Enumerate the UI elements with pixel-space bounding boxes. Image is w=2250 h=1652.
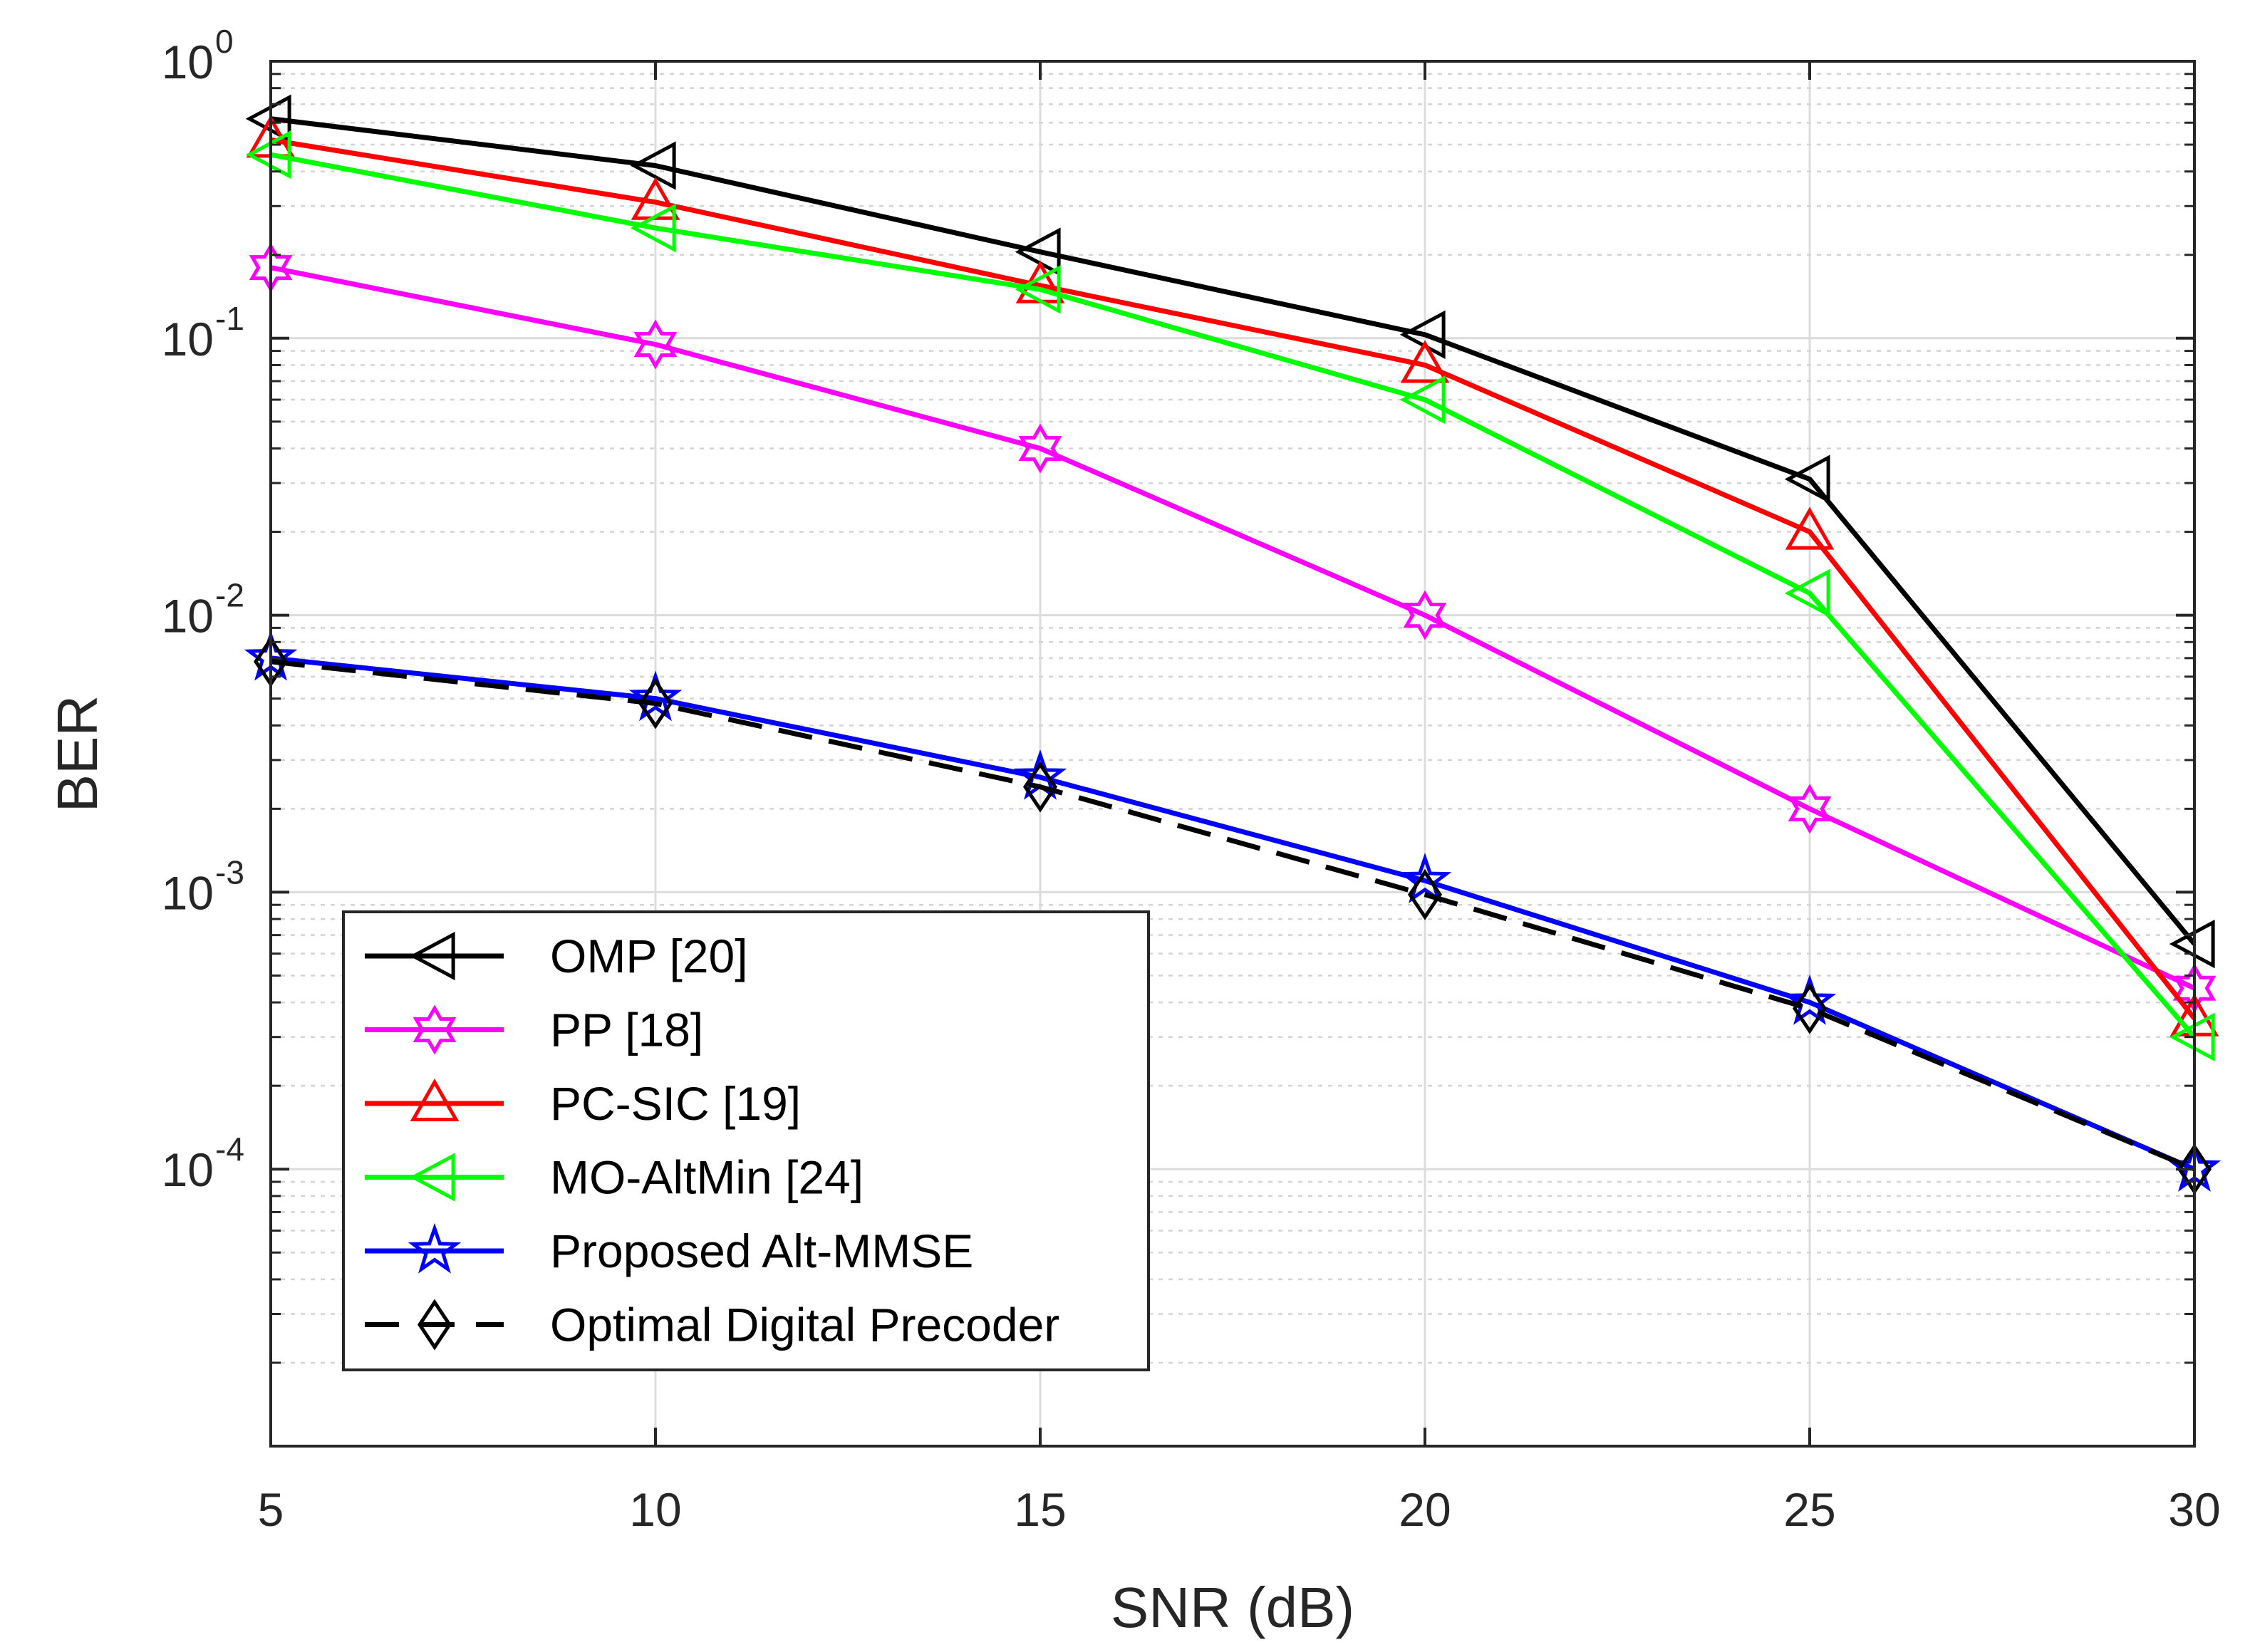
x-axis-label: SNR (dB) bbox=[1111, 1576, 1354, 1639]
plot-frame bbox=[269, 60, 2196, 1448]
data-point bbox=[1018, 423, 1062, 474]
data-point bbox=[1015, 265, 1061, 314]
y-tick-label-exponent: 0 bbox=[215, 23, 234, 60]
legend-box bbox=[342, 910, 1150, 1371]
y-tick-label: 10 0 bbox=[162, 23, 234, 88]
series-line bbox=[270, 152, 2197, 1039]
x-tick-label: 20 bbox=[1399, 1483, 1451, 1536]
y-axis-label: BER bbox=[46, 695, 109, 813]
y-tick-label-base: 10 bbox=[162, 313, 214, 365]
legend-label: PC-SIC [19] bbox=[550, 1077, 801, 1130]
legend-marker bbox=[417, 1299, 452, 1351]
data-point bbox=[633, 319, 678, 370]
legend-marker bbox=[409, 931, 455, 981]
x-tick-label: 5 bbox=[258, 1483, 284, 1536]
series-5 bbox=[253, 635, 2212, 1195]
y-tick-label-exponent: -2 bbox=[215, 577, 244, 614]
legend-label: Optimal Digital Precoder bbox=[550, 1299, 1059, 1351]
data-point bbox=[1407, 868, 1443, 920]
data-point bbox=[628, 670, 683, 722]
legend-label: MO-AltMin [24] bbox=[550, 1151, 864, 1204]
legend-marker bbox=[408, 1222, 462, 1274]
data-point bbox=[1792, 982, 1828, 1034]
x-tick-label: 25 bbox=[1783, 1483, 1835, 1536]
series-line bbox=[270, 265, 2196, 991]
x-tick-label: 10 bbox=[629, 1483, 681, 1536]
data-point bbox=[1400, 340, 1450, 383]
y-tick-label: 10 -3 bbox=[162, 853, 244, 919]
data-point bbox=[630, 141, 676, 190]
series-line bbox=[270, 655, 2196, 1172]
y-tick-label-exponent: -1 bbox=[215, 300, 244, 337]
legend-label: OMP [20] bbox=[550, 930, 748, 982]
legend-label: PP [18] bbox=[550, 1004, 703, 1056]
data-point bbox=[1015, 227, 1061, 276]
y-tick-label-base: 10 bbox=[162, 866, 214, 919]
legend-entry: Optimal Digital Precoder bbox=[365, 1299, 1059, 1351]
data-point bbox=[1398, 853, 1452, 903]
y-tick-label-exponent: -4 bbox=[215, 1131, 244, 1168]
y-tick-label: 10 -4 bbox=[162, 1131, 244, 1196]
legend-marker bbox=[413, 1004, 457, 1055]
legend-entry: PP [18] bbox=[365, 1004, 703, 1056]
y-tick-label-base: 10 bbox=[162, 36, 214, 88]
data-point bbox=[1784, 454, 1830, 504]
y-tick-label-base: 10 bbox=[162, 590, 214, 643]
legend-entry: OMP [20] bbox=[365, 930, 748, 982]
y-tick-label: 10 -2 bbox=[162, 577, 244, 643]
legend-entry: Proposed Alt-MMSE bbox=[365, 1222, 973, 1277]
data-point bbox=[630, 203, 676, 253]
x-tick-label: 15 bbox=[1014, 1483, 1066, 1536]
legend-marker bbox=[410, 1078, 460, 1121]
legend: OMP [20] PP [18] PC-SIC [19] MO-AltMin [24]… bbox=[342, 910, 1150, 1371]
y-tick-label-base: 10 bbox=[162, 1143, 214, 1196]
series-line bbox=[270, 116, 2197, 946]
data-point bbox=[1785, 506, 1835, 550]
legend-label: Proposed Alt-MMSE bbox=[550, 1225, 973, 1277]
data-point bbox=[638, 677, 673, 729]
data-point bbox=[1784, 568, 1830, 618]
legend-entry: PC-SIC [19] bbox=[365, 1077, 801, 1130]
series-line bbox=[270, 137, 2197, 1020]
data-point bbox=[1403, 590, 1447, 640]
legend-entry: MO-AltMin [24] bbox=[365, 1151, 864, 1204]
data-point bbox=[1783, 974, 1837, 1025]
series-line bbox=[270, 659, 2196, 1172]
data-point bbox=[1399, 375, 1446, 425]
legend-marker bbox=[409, 1153, 455, 1202]
y-tick-label-exponent: -3 bbox=[215, 853, 244, 890]
data-point bbox=[1022, 761, 1058, 813]
x-tick-label: 30 bbox=[2168, 1483, 2220, 1536]
y-tick-label: 10 -1 bbox=[162, 300, 244, 365]
data-point bbox=[1788, 784, 1832, 834]
